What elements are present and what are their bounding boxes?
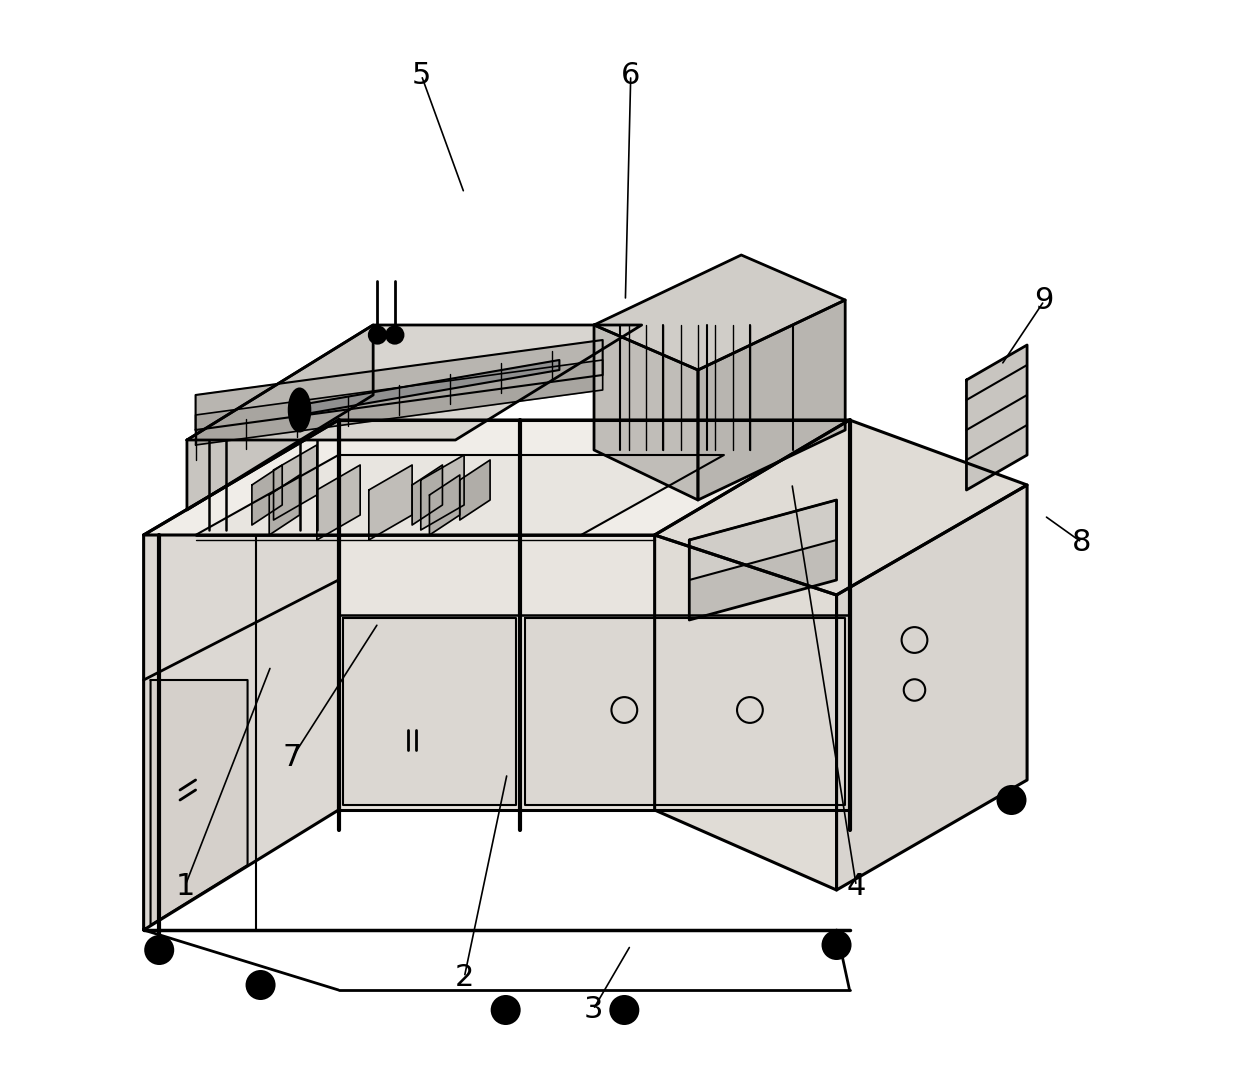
Polygon shape bbox=[689, 500, 837, 620]
Text: 2: 2 bbox=[455, 962, 474, 992]
Text: 4: 4 bbox=[847, 871, 866, 901]
Polygon shape bbox=[317, 465, 360, 540]
Text: 9: 9 bbox=[1034, 286, 1054, 316]
Text: 7: 7 bbox=[283, 742, 303, 772]
Text: 3: 3 bbox=[583, 995, 603, 1025]
Polygon shape bbox=[698, 300, 846, 500]
Polygon shape bbox=[187, 325, 641, 440]
Text: 1: 1 bbox=[175, 871, 195, 901]
Circle shape bbox=[247, 971, 274, 999]
Circle shape bbox=[386, 326, 403, 344]
Polygon shape bbox=[196, 455, 724, 535]
Circle shape bbox=[822, 931, 851, 959]
Circle shape bbox=[368, 326, 386, 344]
Polygon shape bbox=[655, 420, 1027, 595]
Polygon shape bbox=[187, 325, 373, 510]
Polygon shape bbox=[274, 445, 317, 520]
Polygon shape bbox=[966, 345, 1027, 490]
Polygon shape bbox=[429, 475, 460, 535]
Polygon shape bbox=[269, 475, 300, 535]
Text: 6: 6 bbox=[621, 60, 640, 90]
Polygon shape bbox=[300, 360, 559, 415]
Circle shape bbox=[492, 996, 520, 1024]
Polygon shape bbox=[460, 460, 490, 520]
Circle shape bbox=[610, 996, 639, 1024]
Polygon shape bbox=[368, 465, 412, 540]
Polygon shape bbox=[252, 465, 283, 525]
Polygon shape bbox=[144, 420, 849, 535]
Polygon shape bbox=[339, 420, 849, 810]
Text: 8: 8 bbox=[1073, 527, 1091, 557]
Polygon shape bbox=[837, 485, 1027, 890]
Circle shape bbox=[997, 786, 1025, 814]
Polygon shape bbox=[420, 455, 464, 529]
Polygon shape bbox=[689, 500, 837, 580]
Polygon shape bbox=[594, 255, 846, 371]
Polygon shape bbox=[412, 465, 443, 525]
Circle shape bbox=[145, 937, 174, 964]
Text: 5: 5 bbox=[412, 60, 432, 90]
Polygon shape bbox=[150, 680, 248, 925]
Polygon shape bbox=[525, 618, 846, 806]
Polygon shape bbox=[196, 340, 603, 430]
Polygon shape bbox=[144, 420, 339, 930]
Ellipse shape bbox=[289, 389, 310, 432]
Polygon shape bbox=[594, 325, 698, 500]
Polygon shape bbox=[342, 618, 516, 806]
Polygon shape bbox=[196, 360, 603, 445]
Polygon shape bbox=[655, 535, 837, 890]
